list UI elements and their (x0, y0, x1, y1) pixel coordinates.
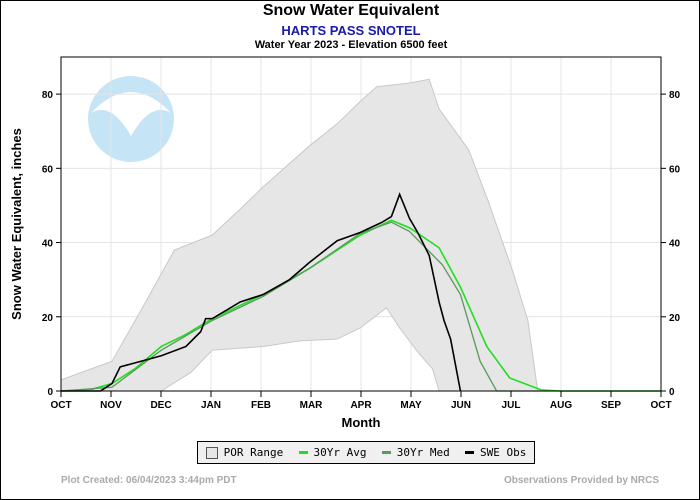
por-swatch (205, 446, 218, 459)
plot-created: Plot Created: 06/04/2023 3:44pm PDT (61, 475, 237, 486)
x-tick-label: JAN (201, 400, 221, 411)
data-credit: Observations Provided by NRCS (503, 475, 659, 486)
swe-obs-line (61, 192, 462, 392)
x-tick-label: JUN (451, 400, 471, 411)
x-tick-label: DEC (150, 400, 171, 411)
obs-swatch (465, 451, 474, 454)
x-tick-label: JUL (502, 400, 521, 411)
y-tick-label-right: 80 (669, 90, 681, 101)
legend-item-obs: SWE Obs (465, 446, 526, 459)
legend-label: POR Range (223, 446, 284, 459)
x-tick-label: OCT (650, 400, 671, 411)
x-tick-label: NOV (100, 400, 122, 411)
chart-subtitle: Water Year 2023 - Elevation 6500 feet (254, 39, 448, 51)
x-tick-label: SEP (601, 400, 621, 411)
logo-circle (88, 76, 174, 162)
legend: POR Range 30Yr Avg 30Yr Med SWE Obs (197, 441, 535, 464)
legend-label: 30Yr Avg (313, 446, 367, 459)
chart-title: Snow Water Equivalent (262, 2, 440, 19)
x-tick-label: MAR (300, 400, 324, 411)
y-tick-label-right: 20 (669, 313, 681, 324)
x-tick-label: FEB (251, 400, 271, 411)
legend-item-avg: 30Yr Avg (298, 446, 367, 459)
y-tick-label: 0 (47, 387, 53, 398)
x-tick-label: MAY (400, 400, 422, 411)
y-axis-label: Snow Water Equivalent, inches (9, 128, 24, 320)
por-range-area (60, 78, 539, 392)
avg-line (60, 219, 661, 392)
legend-item-por: POR Range (205, 446, 284, 459)
avg-swatch (298, 451, 308, 454)
logo-text: NOAA (112, 93, 151, 108)
y-tick-label: 60 (42, 164, 54, 175)
y-tick-label-right: 60 (669, 164, 681, 175)
legend-label: 30Yr Med (396, 446, 450, 459)
legend-item-med: 30Yr Med (381, 446, 450, 459)
median-line (60, 221, 661, 392)
x-tick-label: AUG (550, 400, 572, 411)
y-tick-label-right: 40 (669, 239, 681, 250)
y-tick-label: 40 (42, 239, 54, 250)
y-tick-label-right: 0 (669, 387, 675, 398)
y-tick-label: 80 (42, 90, 54, 101)
legend-label: SWE Obs (480, 446, 527, 459)
x-tick-label: APR (350, 400, 372, 411)
med-swatch (381, 451, 391, 454)
y-tick-label: 20 (42, 313, 54, 324)
x-axis-label: Month (342, 415, 381, 430)
station-name: HARTS PASS SNOTEL (281, 23, 421, 38)
x-tick-label: OCT (50, 400, 71, 411)
